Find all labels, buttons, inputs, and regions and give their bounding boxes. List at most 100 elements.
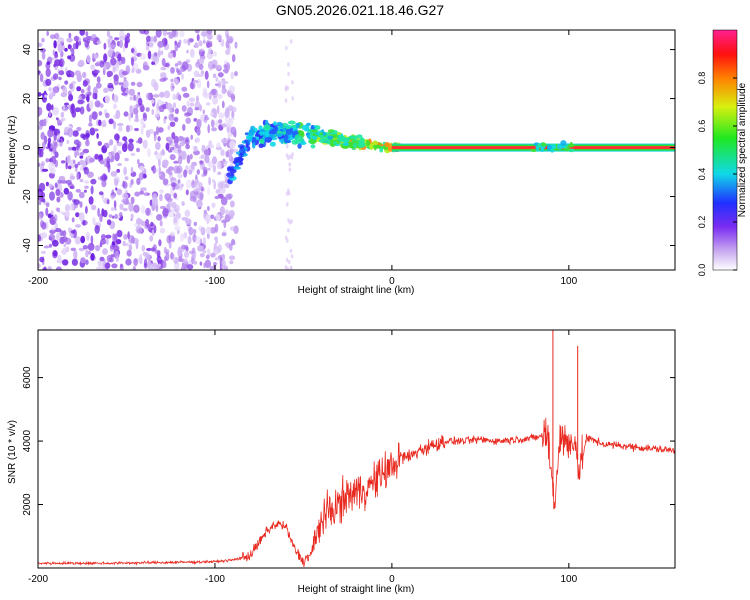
noise-blob <box>139 165 145 172</box>
noise-blob <box>93 40 96 45</box>
noise-blob <box>85 231 91 241</box>
ridge-blob <box>342 142 349 146</box>
colorbar-label: Normalized spectral amplitude <box>737 82 748 217</box>
noise-blob <box>106 254 113 263</box>
noise-blob <box>197 73 204 77</box>
noise-blob <box>147 50 152 60</box>
noise-blob <box>219 206 225 216</box>
noise-blob <box>103 175 108 181</box>
noise-blob <box>102 209 108 218</box>
noise-blob <box>97 207 100 217</box>
noise-blob <box>49 229 56 234</box>
noise-blob <box>182 124 186 131</box>
noise-blob <box>38 213 42 218</box>
noise-blob <box>145 45 150 51</box>
noise-blob <box>103 142 110 149</box>
ridge-blob <box>244 132 249 136</box>
noise-blob <box>105 238 109 246</box>
noise-blob <box>68 94 74 102</box>
noise-blob <box>178 182 182 187</box>
noise-blob <box>174 63 179 67</box>
noise-blob <box>128 202 134 212</box>
noise-blob <box>92 58 96 62</box>
noise-blob <box>139 53 147 60</box>
noise-blob <box>84 180 90 184</box>
noise-blob <box>212 88 218 99</box>
noise-blob <box>104 95 110 104</box>
ridge-blob <box>245 143 249 148</box>
noise-blob <box>231 93 236 102</box>
noise-blob <box>84 40 89 48</box>
noise-blob <box>140 125 144 135</box>
noise-blob <box>213 180 217 190</box>
noise-blob <box>71 258 78 266</box>
noise-blob <box>130 152 136 156</box>
noise-blob <box>118 126 123 132</box>
noise-blob <box>142 251 148 257</box>
noise-blob <box>75 188 82 193</box>
noise-blob <box>89 127 96 136</box>
noise-blob <box>43 266 47 270</box>
noise-blob <box>59 119 64 124</box>
noise-blob <box>64 102 69 106</box>
noise-blob <box>116 188 123 196</box>
noise-blob <box>170 67 175 74</box>
noise-blob <box>289 265 293 270</box>
noise-blob <box>212 96 219 105</box>
noise-blob <box>225 107 230 115</box>
noise-blob <box>181 61 189 71</box>
noise-blob <box>284 98 288 103</box>
colorbar-tick-label: 0.0 <box>697 264 707 277</box>
noise-blob <box>70 185 75 190</box>
noise-blob <box>181 217 188 221</box>
noise-blob <box>185 117 191 124</box>
noise-blob <box>220 196 228 206</box>
noise-blob <box>133 204 140 213</box>
noise-blob <box>58 76 62 81</box>
noise-blob <box>43 118 47 127</box>
noise-blob <box>90 204 97 211</box>
noise-blob <box>105 112 110 119</box>
noise-blob <box>87 91 92 96</box>
noise-blob <box>109 44 116 49</box>
noise-blob <box>285 257 289 263</box>
noise-blob <box>285 191 289 196</box>
ridge-blob <box>265 132 270 137</box>
noise-blob <box>80 257 86 264</box>
noise-blob <box>177 173 183 179</box>
noise-blob <box>204 70 209 80</box>
noise-blob <box>79 155 84 159</box>
noise-blob <box>145 207 151 216</box>
noise-blob <box>108 152 112 160</box>
noise-blob <box>204 114 208 119</box>
noise-blob <box>73 159 76 164</box>
noise-blob <box>290 219 293 224</box>
noise-blob <box>175 79 179 85</box>
noise-blob <box>113 200 117 209</box>
noise-blob <box>125 124 130 133</box>
noise-blob <box>113 120 116 130</box>
noise-blob <box>108 87 114 92</box>
noise-blob <box>167 211 175 218</box>
noise-blob <box>212 156 217 165</box>
noise-blob <box>68 146 73 151</box>
noise-blob <box>205 102 211 106</box>
noise-blob <box>112 66 116 73</box>
noise-blob <box>158 263 161 268</box>
noise-blob <box>58 175 66 182</box>
noise-blob <box>78 247 85 252</box>
ridge-blob <box>299 141 307 145</box>
noise-blob <box>39 73 44 83</box>
noise-blob <box>208 176 212 186</box>
noise-blob <box>87 242 95 251</box>
noise-blob <box>138 172 145 181</box>
noise-blob <box>49 191 55 201</box>
noise-blob <box>233 225 239 234</box>
noise-blob <box>88 250 91 255</box>
noise-blob <box>208 48 213 55</box>
noise-blob <box>52 73 59 80</box>
noise-blob <box>112 233 116 242</box>
noise-blob <box>53 214 58 223</box>
noise-blob <box>199 50 202 56</box>
